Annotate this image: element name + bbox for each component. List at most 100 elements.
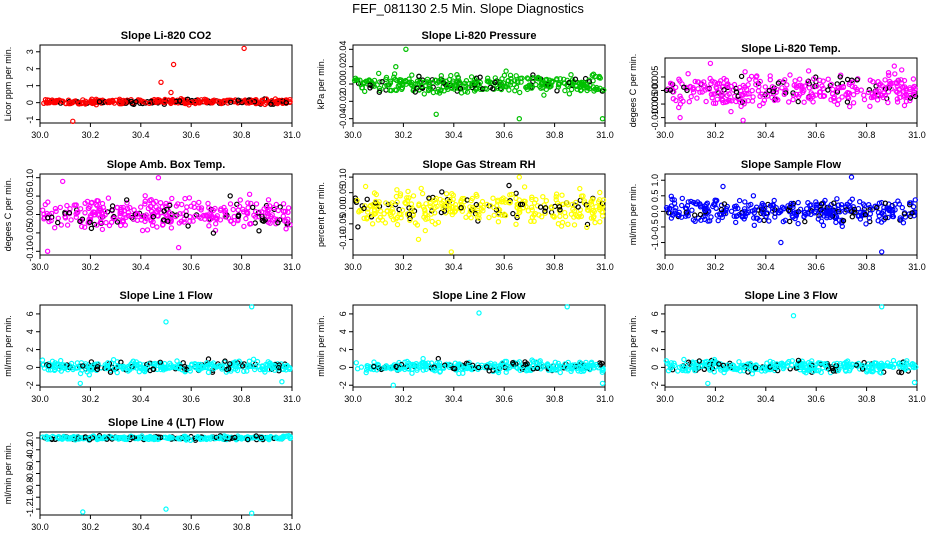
data-point	[835, 367, 842, 374]
data-point	[885, 69, 892, 76]
data-point	[382, 220, 388, 226]
data-point	[863, 221, 869, 227]
data-point	[689, 207, 695, 213]
data-point	[416, 73, 422, 80]
data-point	[381, 364, 387, 371]
data-point	[354, 197, 360, 203]
data-point	[784, 360, 791, 366]
data-point	[486, 214, 492, 221]
data-point	[468, 197, 474, 204]
plot-frame	[664, 304, 918, 388]
data-point	[374, 367, 380, 373]
data-point	[101, 435, 107, 441]
data-point	[274, 216, 280, 223]
data-point	[775, 367, 781, 374]
data-point	[62, 215, 69, 221]
panel-title: Slope Sample Flow	[741, 159, 842, 171]
data-point	[507, 72, 514, 79]
data-point	[749, 87, 755, 94]
data-point	[577, 87, 584, 94]
data-point	[714, 197, 720, 204]
data-point	[222, 209, 228, 215]
data-point	[824, 365, 830, 371]
data-point	[684, 87, 690, 94]
data-point	[440, 198, 446, 204]
data-point	[388, 213, 394, 219]
y-tick-label: 0.0	[650, 205, 660, 218]
data-point	[514, 212, 521, 219]
data-point	[78, 223, 85, 230]
data-point	[243, 215, 249, 222]
data-point	[421, 79, 428, 85]
data-point	[513, 190, 519, 196]
data-point	[42, 201, 49, 208]
x-tick-label: 30.0	[344, 130, 362, 140]
data-point	[361, 215, 367, 221]
data-point	[275, 207, 281, 214]
data-point	[722, 366, 729, 372]
data-point	[524, 75, 531, 81]
data-point	[403, 46, 409, 53]
data-point	[248, 510, 255, 516]
data-point	[421, 91, 427, 97]
data-point	[839, 223, 846, 230]
data-point	[434, 80, 441, 86]
data-point	[830, 86, 836, 93]
chart-panel: Slope Gas Stream RH 30.0 30.2 30.4 30.6 30.8 3…	[316, 159, 614, 272]
data-point	[873, 83, 879, 89]
data-point	[838, 201, 845, 208]
data-point	[724, 92, 730, 99]
data-point	[851, 206, 858, 213]
data-point	[839, 204, 845, 211]
data-point	[66, 210, 73, 216]
data-point	[878, 370, 884, 376]
x-tick-label: 30.4	[757, 130, 775, 140]
data-point	[795, 220, 801, 227]
data-point	[715, 217, 721, 224]
data-point	[163, 319, 169, 325]
y-tick-label: -0.04	[338, 108, 348, 129]
data-point	[549, 78, 556, 84]
data-point	[714, 96, 721, 103]
data-point	[55, 219, 61, 226]
data-point	[854, 77, 860, 83]
x-tick-label: 30.6	[807, 130, 825, 140]
data-point	[692, 200, 699, 207]
data-point	[491, 204, 497, 211]
data-point	[254, 358, 261, 365]
y-tick-label: -1.0	[650, 235, 660, 251]
data-point	[120, 97, 127, 104]
data-point	[748, 73, 755, 80]
data-point	[843, 362, 850, 368]
data-point	[423, 366, 429, 373]
data-point	[362, 183, 369, 190]
data-point	[784, 82, 790, 88]
data-point	[562, 213, 569, 220]
data-point	[492, 364, 498, 371]
data-point	[847, 103, 853, 110]
data-point	[394, 187, 400, 193]
data-point	[103, 365, 110, 372]
data-point	[99, 200, 106, 207]
data-point	[49, 98, 55, 105]
data-point	[861, 92, 867, 98]
data-point	[557, 213, 563, 219]
data-point	[181, 366, 188, 372]
data-point	[559, 219, 566, 226]
x-tick-label: 30.0	[344, 262, 362, 272]
data-point	[746, 366, 753, 372]
data-point	[126, 367, 133, 373]
data-point	[677, 114, 683, 121]
data-point	[89, 98, 95, 105]
data-point	[866, 86, 873, 93]
data-point	[702, 206, 708, 212]
data-point	[876, 213, 883, 219]
data-point	[175, 435, 181, 441]
data-point	[750, 94, 756, 100]
data-point	[60, 178, 66, 185]
data-point	[692, 78, 698, 85]
data-point	[362, 88, 368, 95]
data-point	[705, 218, 711, 224]
data-point	[48, 217, 54, 224]
data-point	[416, 201, 422, 207]
